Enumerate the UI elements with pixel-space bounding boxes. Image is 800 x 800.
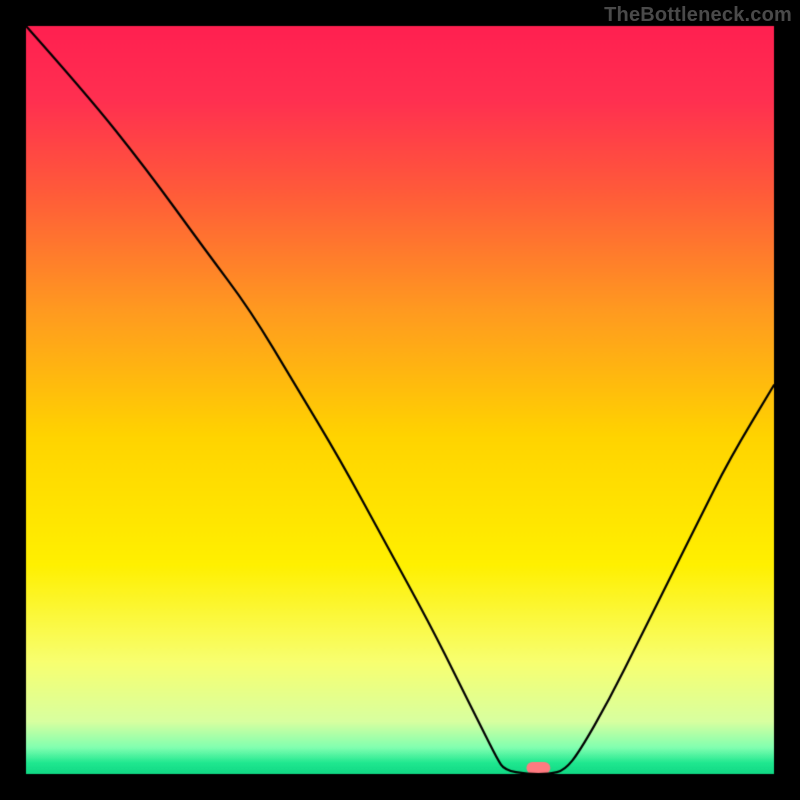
bottleneck-chart	[0, 0, 800, 800]
watermark-label: TheBottleneck.com	[604, 4, 792, 27]
